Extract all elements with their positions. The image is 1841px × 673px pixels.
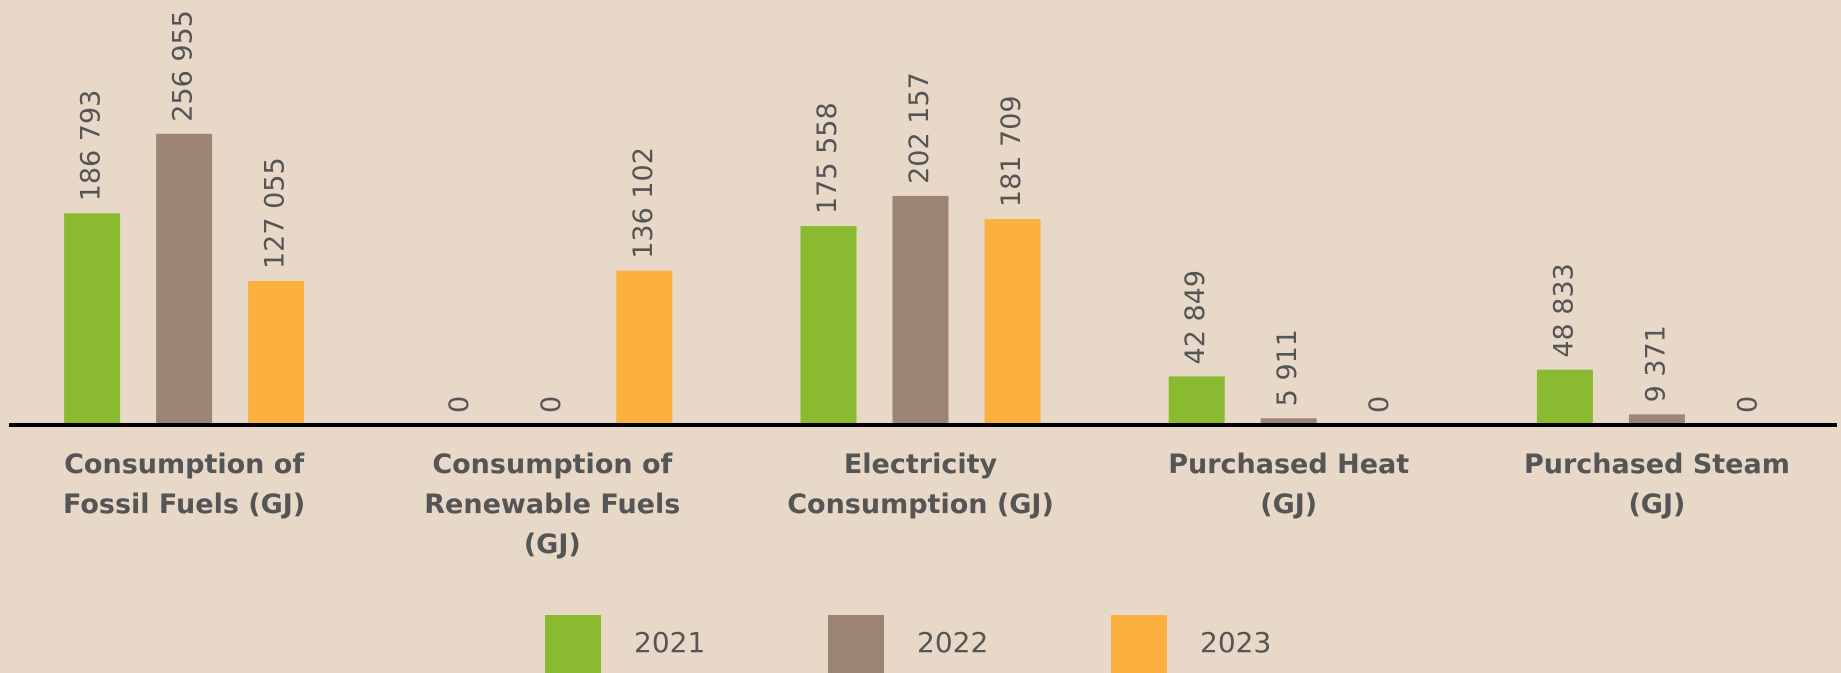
bar xyxy=(248,281,305,425)
value-label: 181 709 xyxy=(996,95,1027,207)
legend-label: 2021 xyxy=(634,626,705,659)
x-tick-label: Consumption of Fossil Fuels (GJ) xyxy=(62,449,306,520)
legend-label: 2023 xyxy=(1200,626,1271,659)
value-label: 0 xyxy=(444,396,475,413)
bar xyxy=(1536,369,1593,425)
x-tick-label: Purchased Heat (GJ) xyxy=(1168,449,1410,520)
value-label: 186 793 xyxy=(76,90,107,202)
value-label: 256 955 xyxy=(168,10,199,122)
bar xyxy=(156,133,213,425)
value-label: 5 911 xyxy=(1272,329,1303,406)
value-label: 48 833 xyxy=(1548,263,1579,357)
bar xyxy=(616,270,673,425)
x-tick-label: Consumption of Renewable Fuels (GJ) xyxy=(424,449,681,560)
bar xyxy=(1628,414,1685,425)
bar xyxy=(1260,418,1317,425)
value-label: 42 849 xyxy=(1180,270,1211,364)
value-label: 175 558 xyxy=(812,102,843,214)
value-label: 127 055 xyxy=(260,157,291,269)
value-label: 0 xyxy=(536,396,567,413)
bar xyxy=(892,195,949,425)
x-tick-label: Electricity Consumption (GJ) xyxy=(787,449,1054,520)
bar xyxy=(1168,376,1225,425)
legend-swatch xyxy=(828,615,884,673)
bar xyxy=(800,226,857,425)
legend-label: 2022 xyxy=(917,626,988,659)
bar xyxy=(64,213,121,425)
value-label: 0 xyxy=(1364,396,1395,413)
value-label: 136 102 xyxy=(628,147,659,259)
value-label: 9 371 xyxy=(1640,325,1671,402)
bar xyxy=(984,219,1041,425)
x-tick-label: Purchased Steam (GJ) xyxy=(1523,449,1790,520)
legend-swatch xyxy=(1111,615,1167,673)
value-label: 202 157 xyxy=(904,72,935,184)
legend-swatch xyxy=(545,615,601,673)
value-label: 0 xyxy=(1732,396,1763,413)
